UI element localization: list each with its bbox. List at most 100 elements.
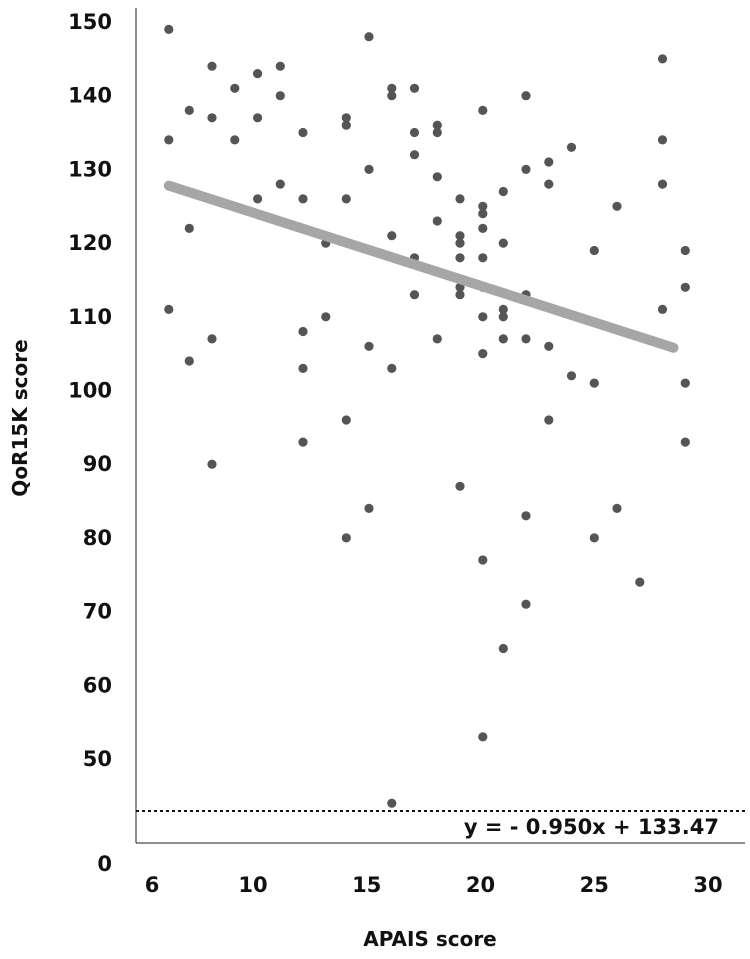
data-point — [498, 238, 508, 248]
data-point — [544, 157, 554, 167]
data-point — [298, 127, 308, 138]
data-point — [432, 172, 442, 182]
y-tick-labels: 0 50 60 70 80 90 100 110 120 130 140 150 — [68, 10, 112, 876]
data-point — [184, 223, 194, 233]
data-point — [275, 61, 285, 71]
x-tick-label: 15 — [352, 873, 381, 897]
y-tick-label: 70 — [83, 600, 112, 624]
data-point — [184, 105, 194, 115]
data-point — [521, 511, 531, 521]
data-point — [498, 312, 508, 322]
data-point — [409, 127, 420, 138]
data-point — [298, 326, 308, 337]
data-point — [409, 290, 420, 300]
data-point — [478, 253, 488, 263]
data-point — [298, 363, 308, 373]
data-point — [478, 105, 488, 115]
data-point — [521, 91, 531, 101]
x-axis-title: APAIS score — [363, 927, 497, 951]
data-point — [432, 334, 442, 344]
x-tick-label: 30 — [693, 873, 722, 897]
y-tick-label: 80 — [83, 526, 112, 550]
data-point — [455, 194, 465, 204]
data-point — [566, 371, 577, 381]
y-tick-label: 110 — [68, 305, 112, 329]
data-point — [589, 533, 599, 543]
data-point — [341, 194, 351, 204]
data-point — [544, 341, 554, 351]
data-point — [253, 69, 263, 79]
data-point — [455, 481, 465, 491]
data-point — [364, 32, 374, 42]
y-tick-label: 100 — [68, 379, 112, 403]
data-point — [432, 216, 442, 226]
data-point — [544, 179, 554, 189]
data-point — [566, 142, 577, 152]
data-point — [455, 290, 465, 300]
data-point — [184, 356, 194, 366]
data-point — [544, 415, 554, 425]
data-point — [207, 61, 217, 71]
data-point — [521, 164, 531, 174]
data-point — [364, 503, 374, 513]
data-point — [341, 415, 351, 425]
data-point — [657, 54, 668, 64]
y-tick-label: 0 — [97, 852, 112, 876]
data-point — [298, 194, 308, 204]
data-point — [589, 245, 599, 256]
data-point — [657, 304, 668, 314]
data-point — [478, 223, 488, 233]
data-point — [680, 437, 690, 447]
x-tick-label: 25 — [580, 873, 609, 897]
data-point — [164, 304, 174, 314]
data-point — [657, 179, 668, 189]
y-tick-label: 60 — [83, 673, 112, 697]
data-point — [478, 201, 488, 211]
data-point — [432, 120, 442, 130]
data-point — [455, 231, 465, 241]
data-point — [478, 209, 488, 219]
data-point — [635, 577, 645, 587]
data-point — [478, 312, 488, 322]
data-point — [612, 201, 622, 211]
data-point — [341, 120, 351, 130]
x-tick-labels: 6 10 15 20 25 30 — [145, 873, 723, 897]
data-point — [498, 334, 508, 344]
data-point — [455, 253, 465, 263]
data-point — [680, 245, 690, 256]
y-tick-label: 150 — [68, 10, 112, 34]
data-point — [657, 135, 668, 145]
data-point — [680, 282, 690, 292]
data-point — [521, 599, 531, 609]
data-point — [589, 378, 599, 388]
data-point — [253, 113, 263, 123]
data-point — [253, 194, 263, 204]
data-point — [409, 83, 420, 93]
data-point — [341, 533, 351, 543]
data-point — [498, 643, 508, 654]
y-tick-label: 120 — [68, 231, 112, 255]
data-point — [341, 113, 351, 123]
y-tick-label: 90 — [83, 452, 112, 476]
data-point — [321, 312, 331, 322]
data-point — [432, 127, 442, 138]
data-point — [298, 437, 308, 447]
data-point — [387, 83, 397, 93]
data-point — [409, 150, 420, 160]
axes — [135, 8, 745, 844]
data-point — [680, 378, 690, 388]
data-point — [207, 459, 217, 469]
data-point — [164, 24, 174, 34]
data-point — [275, 91, 285, 101]
data-point — [478, 349, 488, 359]
data-point — [387, 91, 397, 101]
data-point — [478, 555, 488, 565]
x-tick-label: 10 — [238, 873, 267, 897]
data-point — [478, 732, 488, 742]
x-tick-label: 6 — [145, 873, 160, 897]
data-points — [164, 24, 690, 808]
data-point — [230, 135, 240, 145]
data-point — [275, 179, 285, 189]
trendline-equation: y = - 0.950x + 133.47 — [464, 815, 719, 839]
